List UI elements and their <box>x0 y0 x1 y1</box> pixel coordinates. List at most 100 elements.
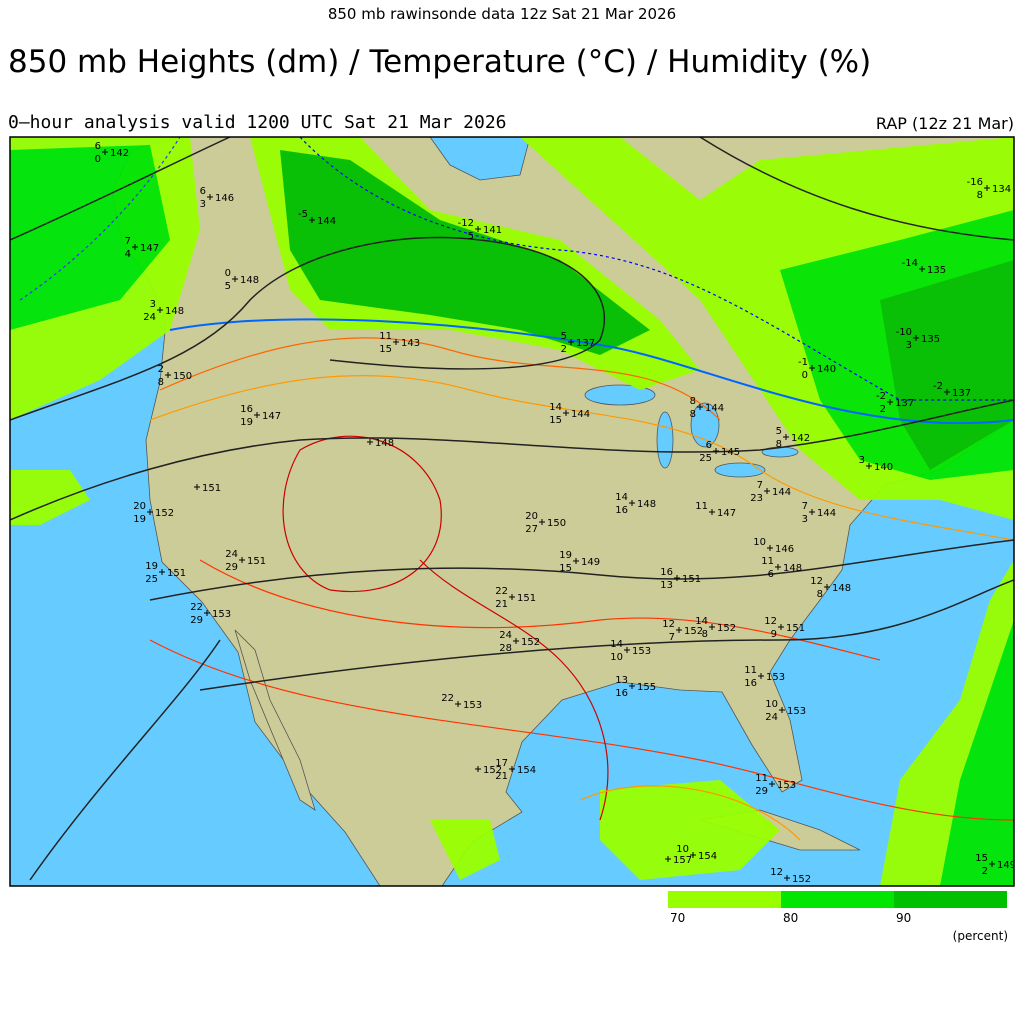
station-temperature: 19 <box>559 550 572 561</box>
station-dewpoint: 16 <box>744 678 757 689</box>
station-marker <box>944 389 950 395</box>
station-dewpoint: 8 <box>776 439 782 450</box>
station: 14 15 144 <box>549 402 590 426</box>
station: 11 6 148 <box>761 556 802 580</box>
station-dewpoint: 9 <box>771 629 777 640</box>
station-dewpoint: 16 <box>615 688 628 699</box>
station-temperature: 12 <box>764 616 777 627</box>
title: 850 mb Heights (dm) / Temperature (°C) /… <box>8 44 871 80</box>
station-height: 148 <box>783 563 802 574</box>
station-height: 137 <box>576 338 595 349</box>
station: 13 16 155 <box>615 675 656 699</box>
station-dewpoint: 2 <box>982 866 988 877</box>
humidity-shading <box>10 137 1014 886</box>
station-temperature: 11 <box>379 331 392 342</box>
station-height: 144 <box>705 403 724 414</box>
station: -14 135 <box>902 258 946 276</box>
station-height: 147 <box>262 411 281 422</box>
station-marker <box>159 569 165 575</box>
hudson-bay <box>429 137 531 181</box>
station-temperature: 5 <box>561 331 567 342</box>
station-marker <box>690 852 696 858</box>
station: 6 3 146 <box>200 186 234 210</box>
station-height: 137 <box>895 398 914 409</box>
station-height: 151 <box>786 623 805 634</box>
station-height: 153 <box>766 672 785 683</box>
station-dewpoint: 27 <box>525 524 538 535</box>
station: 10 154 <box>676 844 717 862</box>
station-temperature: 22 <box>495 586 508 597</box>
station-height: 148 <box>165 306 184 317</box>
station-height: 147 <box>717 508 736 519</box>
station-height: 153 <box>463 700 482 711</box>
station-temperature: 8 <box>690 396 696 407</box>
station: -5 144 <box>298 209 336 227</box>
station-marker <box>913 335 919 341</box>
station-height: 151 <box>202 483 221 494</box>
station: 8 8 144 <box>690 396 724 420</box>
station: 12 9 151 <box>764 616 805 640</box>
station: 3 140 <box>859 455 893 473</box>
station: 7 3 144 <box>802 501 836 525</box>
station-dewpoint: 16 <box>615 505 628 516</box>
legend-swatch <box>781 891 894 908</box>
station-dewpoint: 5 <box>225 281 231 292</box>
station-height: 148 <box>375 438 394 449</box>
station-marker <box>779 707 785 713</box>
station-height: 147 <box>140 243 159 254</box>
legend-unit: (percent) <box>953 929 1008 943</box>
station-marker <box>674 575 680 581</box>
station-marker <box>254 412 260 418</box>
station-marker <box>775 564 781 570</box>
station-temperature: -16 <box>967 177 983 188</box>
station-temperature: 13 <box>615 675 628 686</box>
station-temperature: -2 <box>933 381 943 392</box>
station-height: 151 <box>167 568 186 579</box>
station: 157 <box>665 855 692 866</box>
station-height: 150 <box>173 371 192 382</box>
station-temperature: 17 <box>495 758 508 769</box>
station-dewpoint: 2 <box>561 344 567 355</box>
station: 7 4 147 <box>125 236 159 260</box>
station-temperature: 20 <box>133 501 146 512</box>
station-marker <box>709 509 715 515</box>
station-height: 135 <box>921 334 940 345</box>
station-height: 152 <box>483 765 502 776</box>
station-marker <box>573 558 579 564</box>
station-marker <box>769 781 775 787</box>
station-height: 152 <box>792 874 811 885</box>
station-temperature: -1 <box>798 357 808 368</box>
station-marker <box>629 500 635 506</box>
station-temperature: -14 <box>902 258 918 269</box>
station-temperature: 5 <box>776 426 782 437</box>
station: 3 24 148 <box>143 299 184 323</box>
station: 22 29 153 <box>190 602 231 626</box>
station-height: 151 <box>247 556 266 567</box>
station-marker <box>709 624 715 630</box>
station-dewpoint: 8 <box>702 629 708 640</box>
station-height: 154 <box>517 765 536 776</box>
station-temperature: 12 <box>662 619 675 630</box>
station-temperature: -10 <box>896 327 912 338</box>
station-temperature: 11 <box>755 773 768 784</box>
station-marker <box>767 545 773 551</box>
station-marker <box>147 509 153 515</box>
station-marker <box>697 404 703 410</box>
station-marker <box>887 399 893 405</box>
subtitle: 0–hour analysis valid 1200 UTC Sat 21 Ma… <box>8 112 507 133</box>
station: 5 8 142 <box>776 426 810 450</box>
station-height: 140 <box>874 462 893 473</box>
station-dewpoint: 7 <box>669 632 675 643</box>
station-height: 151 <box>517 593 536 604</box>
station-dewpoint: 25 <box>699 453 712 464</box>
station: 152 <box>475 765 502 776</box>
station-height: 142 <box>110 148 129 159</box>
station-height: 149 <box>997 860 1016 871</box>
station: 11 147 <box>695 501 736 519</box>
station-marker <box>783 434 789 440</box>
station-marker <box>194 484 200 490</box>
station: 148 <box>367 438 394 449</box>
station-dewpoint: 29 <box>755 786 768 797</box>
